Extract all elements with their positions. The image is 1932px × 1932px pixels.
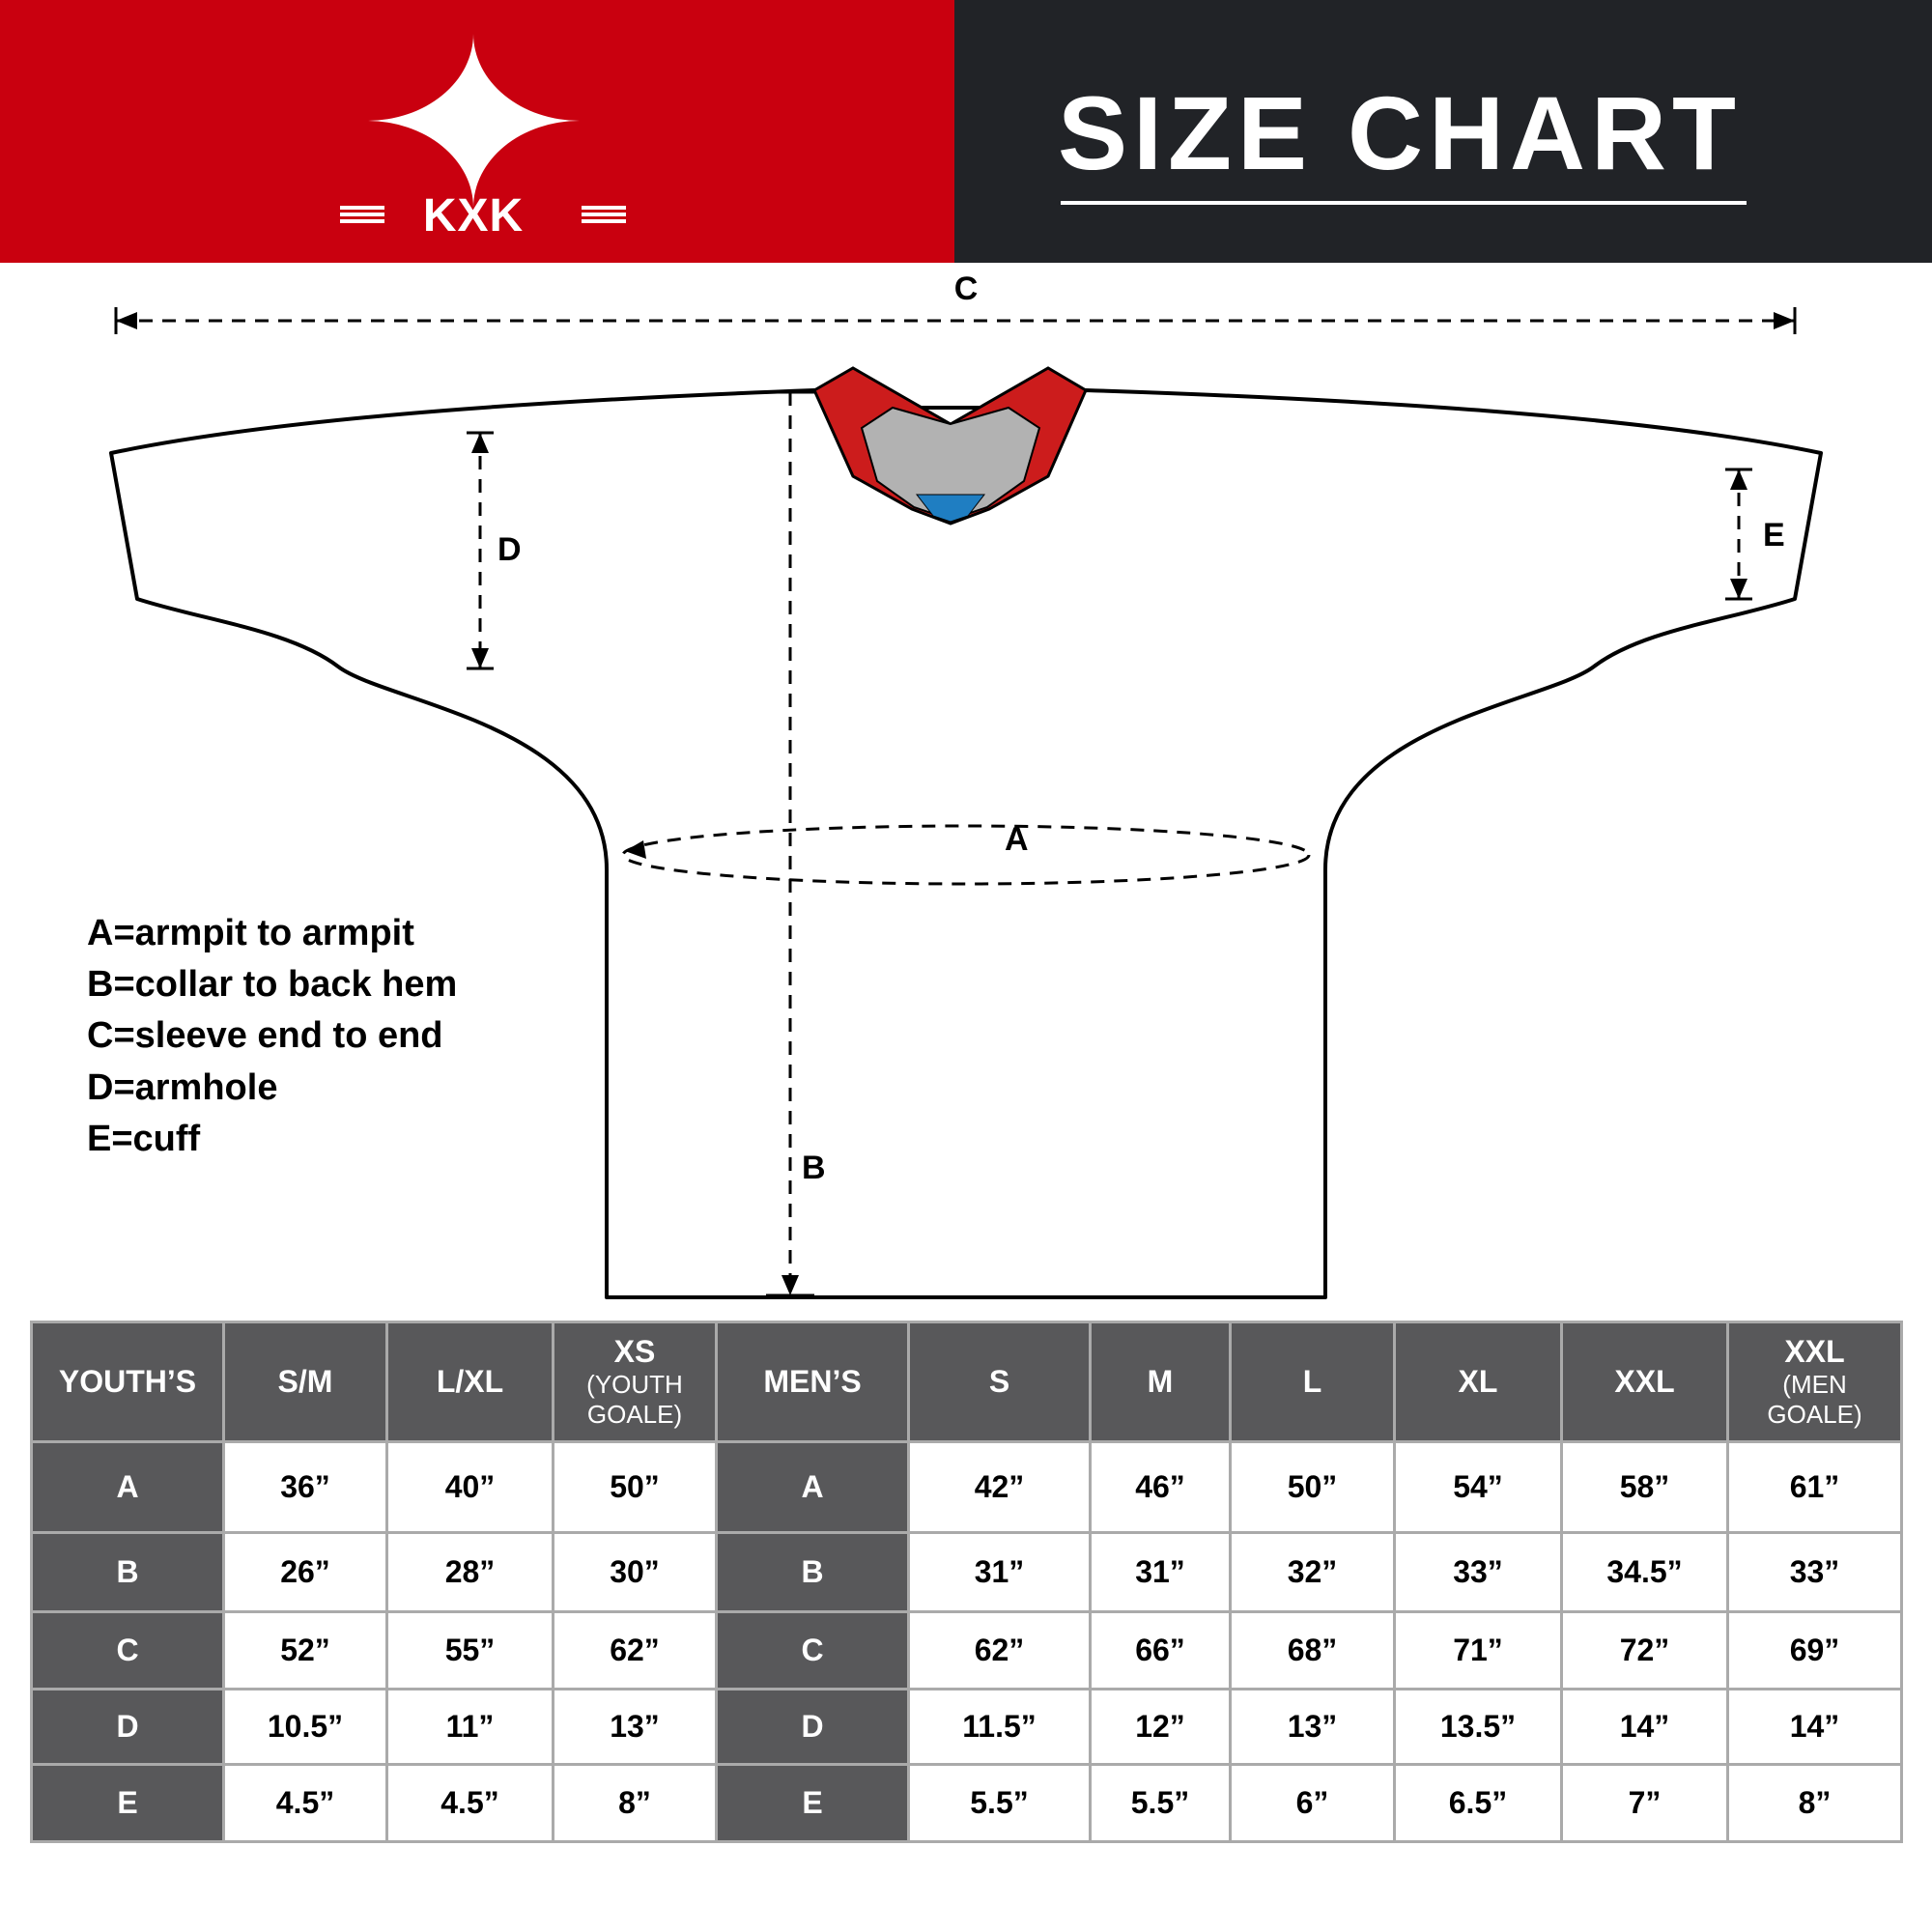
svg-text:C: C: [954, 270, 979, 307]
svg-text:E: E: [1763, 517, 1785, 554]
svg-text:B: B: [802, 1150, 826, 1186]
svg-text:A: A: [1005, 821, 1029, 858]
svg-text:D: D: [497, 531, 522, 568]
